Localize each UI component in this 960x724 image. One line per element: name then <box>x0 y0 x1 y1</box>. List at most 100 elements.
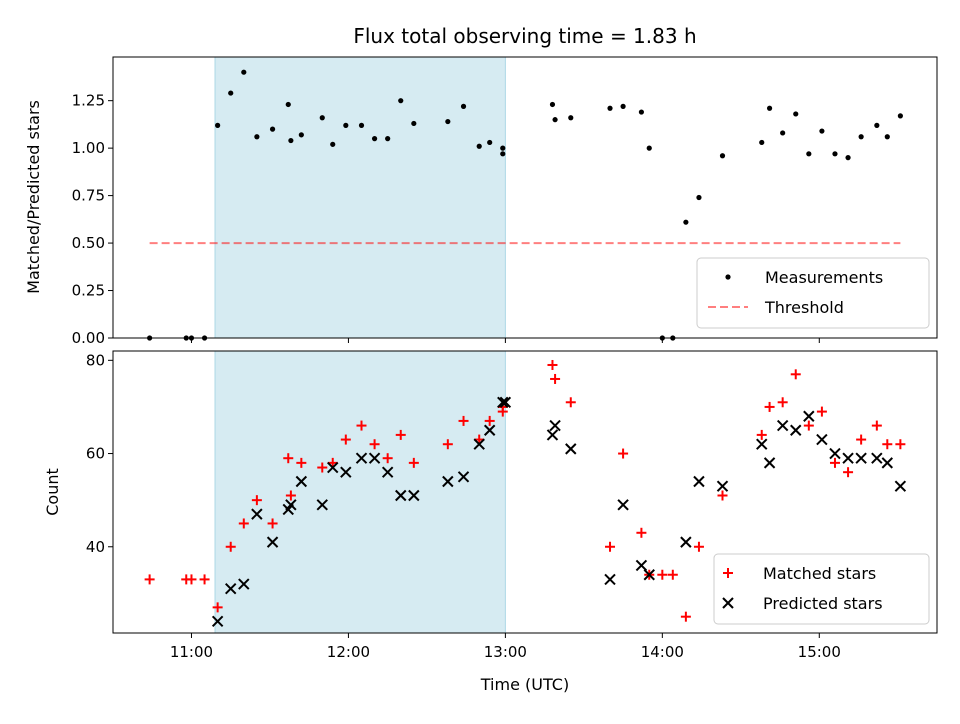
predicted-stars-point <box>894 480 907 492</box>
measurement-point <box>358 122 365 128</box>
measurement-point <box>696 194 702 201</box>
predicted-stars-point <box>442 475 454 488</box>
predicted-stars-point <box>266 536 279 548</box>
measurement-point <box>371 136 378 142</box>
predicted-stars-point <box>238 578 250 590</box>
measurement-point <box>343 122 349 128</box>
ratio-panel: 0.00 0.25 0.50 0.75 1.00 1.25 Matched/Predict… <box>24 56 938 347</box>
measurement-point <box>646 145 652 151</box>
matched-stars-point <box>764 401 775 412</box>
count-x-ticks: 11:00 12:00 13:00 14:00 15:00 <box>170 633 841 661</box>
observing-window-span <box>214 56 506 339</box>
matched-stars-point <box>317 462 328 473</box>
matched-stars-point <box>790 369 801 380</box>
predicted-stars-point <box>549 419 561 432</box>
observing-window-bottom <box>214 350 506 634</box>
predicted-stars-point <box>327 461 339 474</box>
count-axes-frame <box>112 350 938 634</box>
predicted-stars-point <box>395 489 407 502</box>
predicted-stars-point <box>716 480 729 492</box>
matched-stars-point <box>267 518 278 529</box>
predicted-stars-point <box>803 410 815 422</box>
predicted-stars-point <box>316 499 328 511</box>
measurement-point <box>832 151 838 157</box>
measurement-point <box>500 145 506 151</box>
legend-measurements-label: Measurements <box>765 268 883 287</box>
matched-stars-point <box>382 453 393 464</box>
y-tick-label: 0.50 <box>72 234 105 252</box>
measurement-point <box>500 151 506 157</box>
measurement-point <box>568 115 574 121</box>
matched-stars-point <box>895 439 906 450</box>
legend-matched-label: Matched stars <box>763 564 876 583</box>
measurement-point <box>884 134 890 140</box>
measurement-point <box>766 105 773 111</box>
legend-predicted-marker <box>722 597 734 609</box>
legend-measurements-marker <box>725 274 731 280</box>
matched-stars-point <box>547 359 558 370</box>
matched-stars-point <box>283 453 294 464</box>
ratio-y-ticks: 0.00 0.25 0.50 0.75 1.00 1.25 <box>72 92 113 347</box>
matched-stars-point <box>458 415 469 426</box>
matched-stars-point <box>550 373 561 384</box>
x-tick-label: 12:00 <box>327 643 370 661</box>
measurement-point <box>607 105 613 111</box>
matched-stars-point <box>212 602 223 613</box>
predicted-stars-point <box>693 475 705 488</box>
measurement-point <box>398 98 404 104</box>
ratio-axes-frame <box>112 56 938 339</box>
predicted-stars-point <box>457 471 470 483</box>
predicted-stars-point <box>643 569 655 581</box>
measurement-point <box>254 134 260 140</box>
matched-stars-point <box>882 439 893 450</box>
matched-stars-point <box>693 541 704 552</box>
y-tick-label: 1.00 <box>72 139 105 157</box>
ratio-legend-box <box>696 257 930 329</box>
measurement-point <box>411 120 417 127</box>
count-y-ticks: 40 60 80 <box>86 351 113 556</box>
count-x-label: Time (UTC) <box>480 675 569 694</box>
x-tick-label: 13:00 <box>484 643 527 661</box>
measurement-point <box>806 151 812 157</box>
predicted-stars-point <box>497 396 509 408</box>
matched-stars-point <box>565 397 576 408</box>
y-tick-label: 1.25 <box>72 92 105 110</box>
legend-matched-marker <box>723 568 733 578</box>
predicted-stars-point <box>617 499 629 511</box>
matched-stars-point <box>442 439 453 450</box>
matched-stars-point <box>871 420 882 431</box>
matched-stars-point <box>238 518 249 529</box>
matched-stars-point <box>340 434 351 445</box>
predicted-stars-point <box>816 433 828 446</box>
y-tick-label: 0.00 <box>72 329 105 347</box>
matched-stars-point <box>225 541 236 552</box>
matched-stars-point <box>843 467 854 478</box>
measurement-point <box>385 136 391 142</box>
matched-stars-point <box>605 541 616 552</box>
matched-stars-point <box>186 574 197 585</box>
measurement-point <box>319 115 325 121</box>
count-y-label: Count <box>43 468 62 516</box>
predicted-stars-point <box>295 475 308 488</box>
predicted-stars-point <box>225 583 237 595</box>
matched-stars-point <box>756 429 767 440</box>
legend-threshold-label: Threshold <box>764 298 844 317</box>
predicted-stars-point <box>604 573 616 586</box>
matched-stars-point <box>667 569 678 580</box>
legend-predicted-label: Predicted stars <box>763 594 883 613</box>
measurement-point <box>549 101 556 108</box>
predicted-stars-point <box>763 457 776 469</box>
matched-stars-point <box>657 569 668 580</box>
x-tick-label: 14:00 <box>641 643 684 661</box>
predicted-stars-point <box>473 438 485 450</box>
predicted-stars-point <box>546 429 559 441</box>
predicted-stars-point <box>499 396 512 408</box>
predicted-stars-point <box>408 489 420 502</box>
measurement-point <box>476 143 482 149</box>
ratio-y-label: Matched/Predicted stars <box>24 100 43 294</box>
matched-stars-point <box>717 490 728 501</box>
measurement-point <box>215 122 221 128</box>
matched-stars-point <box>369 439 380 450</box>
measurement-point <box>759 139 765 146</box>
